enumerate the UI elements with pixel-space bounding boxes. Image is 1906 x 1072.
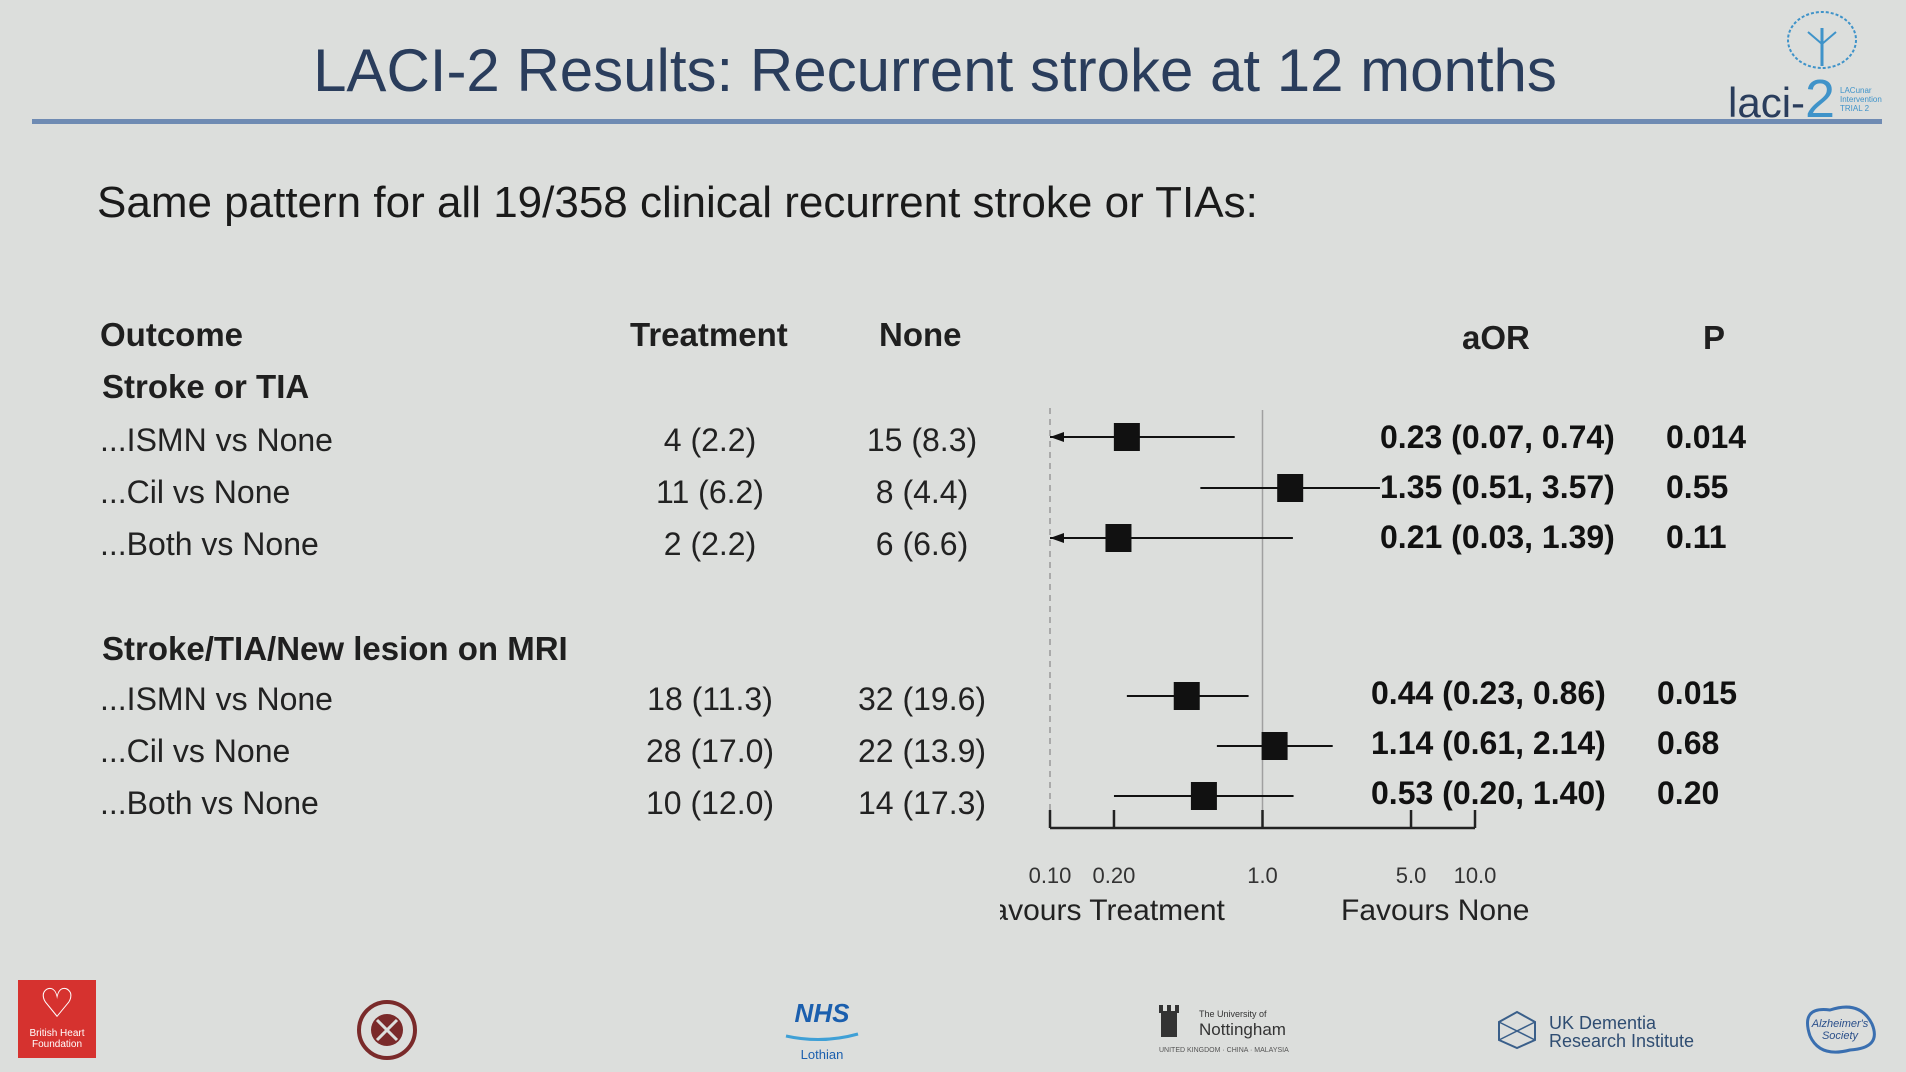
brain-tree-icon <box>1787 11 1857 69</box>
row-treatment: 4 (2.2) <box>663 422 757 458</box>
nhs-wave-icon <box>785 1032 859 1042</box>
row-label: ...Cil vs None <box>100 733 291 769</box>
laci2-wordmark: laci-2 <box>1728 69 1836 129</box>
laci2-tagline: LACunar Intervention TRIAL 2 <box>1840 86 1882 113</box>
row-p: 0.20 <box>1657 775 1720 811</box>
row-aor: 0.23 (0.07, 0.74) <box>1380 419 1615 455</box>
network-icon <box>1498 1010 1536 1050</box>
row-label: ...Both vs None <box>100 526 319 562</box>
x-tick-label: 0.10 <box>1029 863 1072 888</box>
row-p: 0.55 <box>1666 469 1729 505</box>
header-outcome: Outcome <box>100 316 244 353</box>
row-aor: 0.21 (0.03, 1.39) <box>1380 519 1615 555</box>
laci2-logo: laci-2 LACunar Intervention TRIAL 2 <box>1722 8 1892 129</box>
row-label: ...Both vs None <box>100 785 319 821</box>
slide-subtitle: Same pattern for all 19/358 clinical rec… <box>97 178 1258 227</box>
header-none: None <box>879 316 962 353</box>
row-none: 32 (19.6) <box>857 681 987 717</box>
x-tick-label: 1.0 <box>1247 863 1278 888</box>
row-aor: 0.44 (0.23, 0.86) <box>1371 675 1606 711</box>
university-crest-icon <box>357 1000 417 1060</box>
favours-treatment-label: Favours Treatment <box>1000 894 1226 927</box>
x-tick-label: 10.0 <box>1454 863 1497 888</box>
row-treatment: 18 (11.3) <box>647 681 773 717</box>
row-none: 8 (4.4) <box>875 474 969 510</box>
row-treatment: 11 (6.2) <box>656 474 764 510</box>
x-tick-label: 5.0 <box>1396 863 1427 888</box>
x-tick-label: 0.20 <box>1093 863 1136 888</box>
header-aor: aOR <box>1462 319 1530 356</box>
row-aor: 1.14 (0.61, 2.14) <box>1371 725 1606 761</box>
favours-none-label: Favours None <box>1341 894 1529 927</box>
title-rule <box>32 119 1882 124</box>
point-estimate-square <box>1261 732 1288 760</box>
row-treatment: 2 (2.2) <box>663 526 757 562</box>
row-p: 0.68 <box>1657 725 1720 761</box>
swirl-icon <box>1806 1005 1876 1054</box>
slide-title: LACI-2 Results: Recurrent stroke at 12 m… <box>313 37 1557 104</box>
row-label: ...Cil vs None <box>100 474 291 510</box>
point-estimate-square <box>1113 423 1140 451</box>
nhs-logo: NHS Lothian <box>782 998 862 1062</box>
point-estimate-square <box>1277 474 1304 502</box>
row-p: 0.015 <box>1657 675 1738 711</box>
row-none: 14 (17.3) <box>857 785 987 821</box>
heart-icon: ♡ <box>39 982 75 1026</box>
alzheimers-society-logo: Alzheimer's Society <box>1790 996 1886 1060</box>
bhf-logo: ♡ British Heart Foundation <box>18 980 96 1058</box>
header-p: P <box>1703 319 1726 356</box>
row-aor: 0.53 (0.20, 1.40) <box>1371 775 1606 811</box>
point-estimate-square <box>1173 682 1200 710</box>
row-p: 0.014 <box>1666 419 1747 455</box>
section-label: Stroke/TIA/New lesion on MRI <box>102 630 568 667</box>
row-p: 0.11 <box>1666 519 1727 555</box>
castle-icon <box>1159 1005 1179 1037</box>
row-treatment: 28 (17.0) <box>645 733 775 769</box>
ci-arrow-left <box>1050 432 1064 442</box>
point-estimate-square <box>1105 524 1132 552</box>
header-treatment: Treatment <box>630 316 788 353</box>
row-none: 22 (13.9) <box>857 733 987 769</box>
forest-plot: 0.10 0.20 1.0 5.0 10.0 Favours Treatment Favou… <box>1000 408 1529 927</box>
row-aor: 1.35 (0.51, 3.57) <box>1380 469 1615 505</box>
row-treatment: 10 (12.0) <box>645 785 775 821</box>
point-estimate-square <box>1190 782 1217 810</box>
row-none: 15 (8.3) <box>866 422 978 458</box>
ci-arrow-left <box>1050 533 1064 543</box>
section-label: Stroke or TIA <box>102 368 310 405</box>
row-none: 6 (6.6) <box>875 526 969 562</box>
row-label: ...ISMN vs None <box>100 422 333 458</box>
row-label: ...ISMN vs None <box>100 681 333 717</box>
